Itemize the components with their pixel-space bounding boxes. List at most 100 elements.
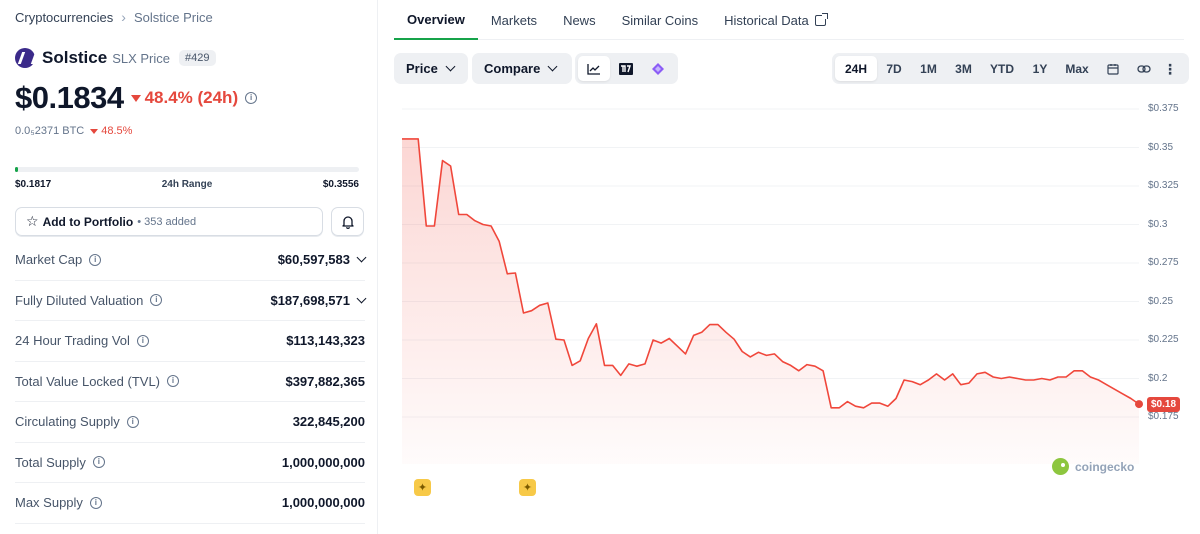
tab-markets[interactable]: Markets <box>478 0 550 40</box>
external-link-icon <box>814 12 828 26</box>
y-tick-label: $0.325 <box>1148 180 1179 191</box>
stat-label: 24 Hour Trading Vol i <box>15 333 149 348</box>
more-vertical-icon: ⋮ <box>1163 60 1177 77</box>
stat-label-text: 24 Hour Trading Vol <box>15 333 130 349</box>
btc-price-row: 0.0₅2371 BTC 48.5% <box>15 125 132 137</box>
share-link-button[interactable] <box>1129 56 1159 81</box>
price-dropdown[interactable]: Price <box>394 53 468 84</box>
coingecko-logo-icon <box>1052 458 1069 475</box>
date-picker-button[interactable] <box>1097 56 1129 81</box>
info-icon[interactable]: i <box>167 375 179 388</box>
stat-value: $113,143,323 <box>286 333 365 348</box>
info-icon[interactable]: i <box>89 496 102 509</box>
tab-historical-data[interactable]: Historical Data <box>711 0 839 40</box>
info-icon[interactable]: i <box>136 334 149 347</box>
stat-label: Total Value Locked (TVL) i <box>15 374 179 389</box>
stat-value: 1,000,000,000 <box>282 455 365 470</box>
stat-label: Fully Diluted Valuation i <box>15 292 163 308</box>
btc-price: 0.0₅2371 BTC <box>15 125 85 137</box>
tab-similar-coins[interactable]: Similar Coins <box>609 0 712 40</box>
y-tick-label: $0.175 <box>1148 411 1179 422</box>
range-bar-fill <box>15 167 19 172</box>
event-marker-icon[interactable]: ✦ <box>519 479 536 496</box>
stat-row[interactable]: Fully Diluted Valuation i $187,698,571 <box>15 281 367 321</box>
info-icon[interactable]: i <box>89 253 102 266</box>
stat-label: Max Supply i <box>15 495 102 510</box>
solstice-logo-icon <box>15 48 35 68</box>
range-label: 1Y <box>1032 61 1048 76</box>
stat-value-text: $60,597,583 <box>277 252 350 268</box>
stat-row[interactable]: Market Cap i $60,597,583 <box>15 240 367 281</box>
price-alert-button[interactable] <box>331 207 364 236</box>
add-to-portfolio-button[interactable]: ☆ Add to Portfolio • 353 added <box>15 207 323 236</box>
range-1m-button[interactable]: 1M <box>911 56 946 81</box>
last-price-tag: $0.18 <box>1147 397 1181 413</box>
tab-label: Overview <box>407 11 465 27</box>
tab-label: Markets <box>490 12 538 28</box>
line-chart-button[interactable] <box>578 56 610 81</box>
info-icon[interactable]: i <box>245 92 258 104</box>
price-dropdown-label: Price <box>406 61 438 76</box>
range-high: $0.3556 <box>322 179 359 190</box>
range-low: $0.1817 <box>15 179 52 190</box>
stat-value: $397,882,365 <box>285 374 365 389</box>
more-options-button[interactable]: ⋮ <box>1159 56 1181 81</box>
coin-symbol: SLX Price <box>112 50 171 66</box>
event-marker-icon[interactable]: ✦ <box>414 479 431 496</box>
y-tick-label: $0.3 <box>1148 218 1168 230</box>
compare-dropdown[interactable]: Compare <box>472 53 572 84</box>
btc-change-value: 48.5% <box>101 125 133 137</box>
link-icon <box>1137 64 1151 73</box>
stat-label-text: Circulating Supply <box>15 414 120 430</box>
range-label: 1M <box>920 61 937 76</box>
y-tick-label: $0.25 <box>1148 295 1174 307</box>
y-tick-label: $0.375 <box>1148 103 1179 114</box>
price-chart[interactable]: $0.375 $0.35 $0.325 $0.3 $0.275 $0.25 $0.225 $0… <box>394 92 1200 534</box>
chevron-down-icon[interactable] <box>356 293 367 304</box>
stat-value-text: $187,698,571 <box>270 292 350 308</box>
bell-icon <box>341 215 354 229</box>
stat-label-text: Total Supply <box>15 454 86 470</box>
chevron-down-icon[interactable] <box>356 252 367 263</box>
stat-value-text: 322,845,200 <box>292 414 365 430</box>
chevron-down-icon <box>547 61 558 72</box>
calendar-icon <box>1107 63 1119 75</box>
last-price-dot <box>1135 400 1143 409</box>
range-3m-button[interactable]: 3M <box>946 56 981 81</box>
range-max-button[interactable]: Max <box>1057 56 1097 81</box>
range-label: 24H <box>844 61 867 76</box>
tradingview-button[interactable] <box>610 56 642 81</box>
range-label: Max <box>1065 61 1089 76</box>
y-tick-label: $0.2 <box>1148 372 1168 384</box>
tab-label: News <box>563 12 596 28</box>
watermark-text: coingecko <box>1075 459 1135 474</box>
coin-header: Solstice SLX Price #429 <box>15 48 216 68</box>
price-area <box>402 138 1139 464</box>
stat-row: Circulating Supply i 322,845,200 <box>15 402 365 443</box>
stat-label: Circulating Supply i <box>15 414 139 429</box>
stat-value: $60,597,583 <box>277 252 367 268</box>
tab-news[interactable]: News <box>550 0 609 40</box>
stat-label-text: Fully Diluted Valuation <box>15 292 144 308</box>
range-1y-button[interactable]: 1Y <box>1023 56 1057 81</box>
chevron-right-icon: › <box>121 9 126 25</box>
coin-summary-panel: Cryptocurrencies › Solstice Price Solsti… <box>0 0 378 534</box>
range-ytd-button[interactable]: YTD <box>981 56 1023 81</box>
stat-row: 24 Hour Trading Vol i $113,143,323 <box>15 321 365 362</box>
stat-label-text: Max Supply <box>15 495 83 511</box>
breadcrumb-root-link[interactable]: Cryptocurrencies <box>15 9 114 25</box>
star-icon: ☆ <box>26 213 39 229</box>
info-icon[interactable]: i <box>92 456 105 469</box>
range-24h-button[interactable]: 24H <box>835 56 877 81</box>
tab-label: Historical Data <box>724 12 809 28</box>
info-icon[interactable]: i <box>126 415 139 428</box>
stat-label: Market Cap i <box>15 252 102 268</box>
tab-overview[interactable]: Overview <box>394 0 478 40</box>
info-icon[interactable]: i <box>150 294 163 307</box>
price-change-value: 48.4% (24h) <box>144 88 239 107</box>
range-bar <box>15 167 359 172</box>
stat-label-text: Market Cap <box>15 252 83 268</box>
tradingview-icon <box>619 62 633 75</box>
range-7d-button[interactable]: 7D <box>877 56 911 81</box>
candle-view-button[interactable] <box>642 56 674 81</box>
